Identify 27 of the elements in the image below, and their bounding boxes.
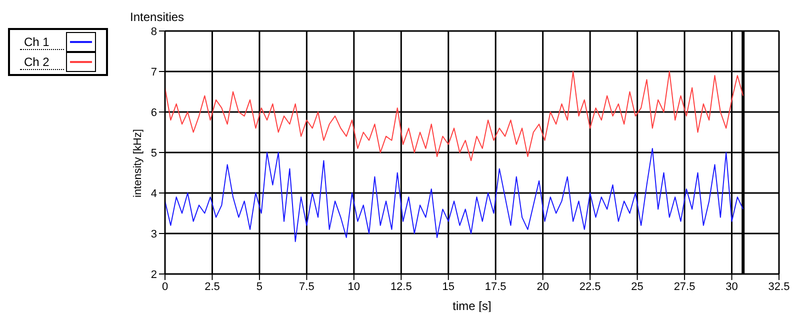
x-tick-label: 32.5	[768, 280, 790, 293]
y-tick-label: 2	[150, 268, 157, 281]
y-tick-label: 8	[150, 26, 157, 38]
y-tick-label: 7	[150, 66, 157, 78]
y-axis-title: intensity [kHz]	[132, 129, 144, 198]
x-tick-label: 5	[256, 280, 263, 293]
x-tick-label: 2.5	[204, 280, 220, 293]
x-tick-label: 10	[348, 280, 360, 293]
line-series	[165, 71, 744, 162]
x-tick-label: 7.5	[299, 280, 314, 293]
x-tick-label: 20	[536, 280, 549, 293]
x-tick-label: 30	[726, 280, 738, 293]
y-tick-label: 4	[150, 188, 157, 200]
x-tick-label: 12.5	[390, 280, 412, 293]
y-tick-label: 5	[150, 147, 157, 160]
x-tick-label: 22.5	[579, 280, 601, 293]
chart-title: Intensities	[130, 10, 184, 24]
line-series	[165, 148, 744, 242]
x-tick-label: 0	[162, 280, 168, 293]
legend-label: Ch 2	[20, 54, 64, 70]
x-tick-label: 17.5	[484, 280, 506, 293]
legend-label: Ch 1	[20, 34, 64, 50]
x-tick-label: 25	[631, 280, 644, 293]
x-tick-label: 15	[442, 280, 455, 293]
y-tick-label: 3	[150, 228, 157, 240]
y-tick-label: 6	[150, 106, 157, 119]
x-tick-label: 27.5	[674, 280, 696, 293]
